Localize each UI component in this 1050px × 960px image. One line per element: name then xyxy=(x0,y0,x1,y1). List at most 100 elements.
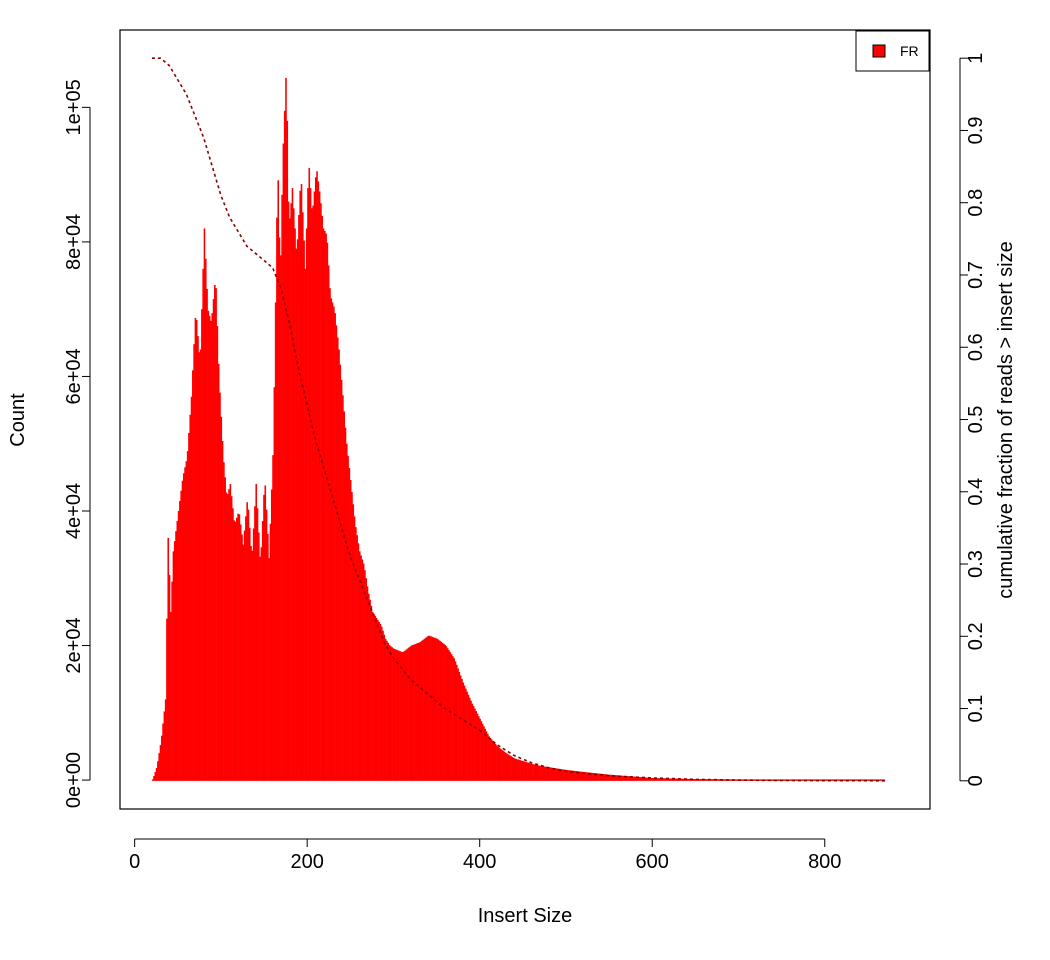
histogram-bar xyxy=(402,651,405,781)
histogram-bar xyxy=(326,242,329,781)
histogram-bar xyxy=(282,143,285,781)
histogram-bar xyxy=(651,777,653,781)
histogram-bar xyxy=(436,638,439,781)
histogram-bar xyxy=(622,775,625,781)
histogram-bar xyxy=(362,563,365,781)
histogram-bar xyxy=(311,208,313,781)
histogram-bar xyxy=(604,774,607,781)
histogram-bar xyxy=(324,230,326,781)
histogram-bar xyxy=(246,502,248,781)
histogram-bar xyxy=(467,694,470,781)
histogram-bar xyxy=(238,514,241,781)
histogram-bar xyxy=(518,759,520,781)
histogram-bar xyxy=(620,775,622,781)
histogram-bar xyxy=(263,494,265,781)
x-axis: 0 200 400 600 800 xyxy=(129,838,841,873)
histogram-bar xyxy=(494,743,497,781)
x-tick-label: 0 xyxy=(129,851,140,873)
histogram-bar xyxy=(193,344,195,781)
histogram-bar xyxy=(384,638,387,781)
histogram-bar xyxy=(641,777,643,781)
histogram-bar xyxy=(428,635,431,781)
histogram-bar xyxy=(638,776,641,781)
histogram-bar xyxy=(366,586,369,781)
histogram-bar xyxy=(481,723,484,781)
histogram-bar xyxy=(511,756,514,781)
histogram-bar xyxy=(615,775,617,781)
histogram-bar xyxy=(437,639,440,781)
histogram-bar xyxy=(628,776,630,781)
histogram-bar xyxy=(401,652,404,781)
histogram-bar xyxy=(365,578,368,781)
histogram-bar xyxy=(153,776,155,781)
histogram-bar xyxy=(308,167,311,781)
histogram-bar xyxy=(510,756,512,781)
histogram-bar xyxy=(621,775,624,781)
histogram-bar xyxy=(190,396,193,781)
histogram-bar xyxy=(598,773,600,781)
histogram-bar xyxy=(512,757,515,781)
histogram-bar xyxy=(611,774,613,781)
histogram-bar xyxy=(164,699,167,781)
histogram-bar xyxy=(408,647,410,781)
histogram-bar xyxy=(546,766,549,781)
histogram-bar xyxy=(224,477,226,781)
histogram-bar xyxy=(237,513,239,781)
histogram-bar xyxy=(186,451,189,781)
histogram-bar xyxy=(607,774,609,781)
histogram-bar xyxy=(295,248,298,781)
histogram-bar xyxy=(538,765,541,781)
histogram-bar xyxy=(543,766,546,781)
histogram-bar xyxy=(642,777,644,781)
y2-tick-label: 0.8 xyxy=(965,189,987,217)
histogram-bar xyxy=(197,336,199,781)
histogram-bar xyxy=(175,531,177,781)
histogram-bar xyxy=(559,768,562,781)
histogram-bar xyxy=(320,203,322,781)
histogram-bar xyxy=(395,649,397,781)
histogram-bar xyxy=(600,773,603,781)
histogram-bar xyxy=(239,524,242,781)
histogram-bar xyxy=(498,747,501,781)
histogram-bar xyxy=(578,771,581,781)
histogram-bar xyxy=(358,551,361,781)
histogram-bar xyxy=(296,239,299,781)
histogram-bar xyxy=(603,774,606,781)
histogram-bar xyxy=(339,364,342,781)
y-tick-label: 0e+00 xyxy=(63,752,85,808)
histogram-bar xyxy=(220,416,223,781)
histogram-bar xyxy=(303,240,305,781)
histogram-bar xyxy=(234,521,237,781)
legend-box xyxy=(855,30,930,72)
histogram-bar xyxy=(232,508,234,781)
histogram-bar xyxy=(663,778,665,781)
histogram-bar xyxy=(294,228,296,781)
histogram-bar xyxy=(254,506,256,781)
histogram-bar xyxy=(458,671,461,781)
histogram-bar xyxy=(212,299,215,781)
histogram-bar xyxy=(338,349,340,781)
histogram-bar xyxy=(479,718,481,781)
histogram-bar xyxy=(565,769,568,781)
histogram-bar xyxy=(449,652,452,781)
histogram-bar xyxy=(534,764,537,781)
histogram-bar xyxy=(277,180,280,781)
histogram-bar xyxy=(157,761,159,781)
histogram-bar xyxy=(586,772,589,781)
histogram-bar xyxy=(155,767,158,781)
histogram-bar xyxy=(529,763,532,781)
histogram-bar xyxy=(409,646,411,781)
histogram-bar xyxy=(573,770,576,781)
histogram-bar xyxy=(289,218,291,781)
histogram-bar xyxy=(344,427,347,781)
histogram-bar xyxy=(664,778,666,781)
histogram-bar xyxy=(333,306,335,781)
histogram-bar xyxy=(285,77,287,781)
histogram-bar xyxy=(595,773,598,781)
histogram-bar xyxy=(660,778,663,781)
histogram-bar xyxy=(170,611,172,781)
histogram-bar xyxy=(452,656,454,781)
histogram-bar xyxy=(247,509,250,781)
histogram-bar xyxy=(375,617,378,781)
histogram-bar xyxy=(606,774,608,781)
